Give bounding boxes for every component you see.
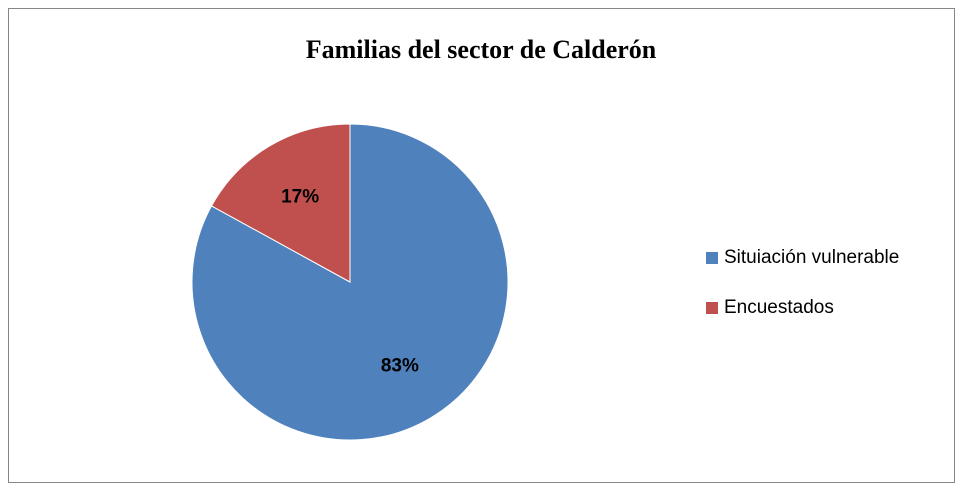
data-label: 83% xyxy=(381,355,419,376)
pie-slice xyxy=(210,123,351,283)
legend-label: Encuestados xyxy=(724,297,834,318)
legend-swatch xyxy=(706,252,718,264)
legend-swatch xyxy=(706,302,718,314)
legend-label: Situiación vulnerable xyxy=(724,247,899,268)
data-label: 17% xyxy=(281,187,319,208)
chart-title: Familias del sector de Calderón xyxy=(306,35,657,64)
